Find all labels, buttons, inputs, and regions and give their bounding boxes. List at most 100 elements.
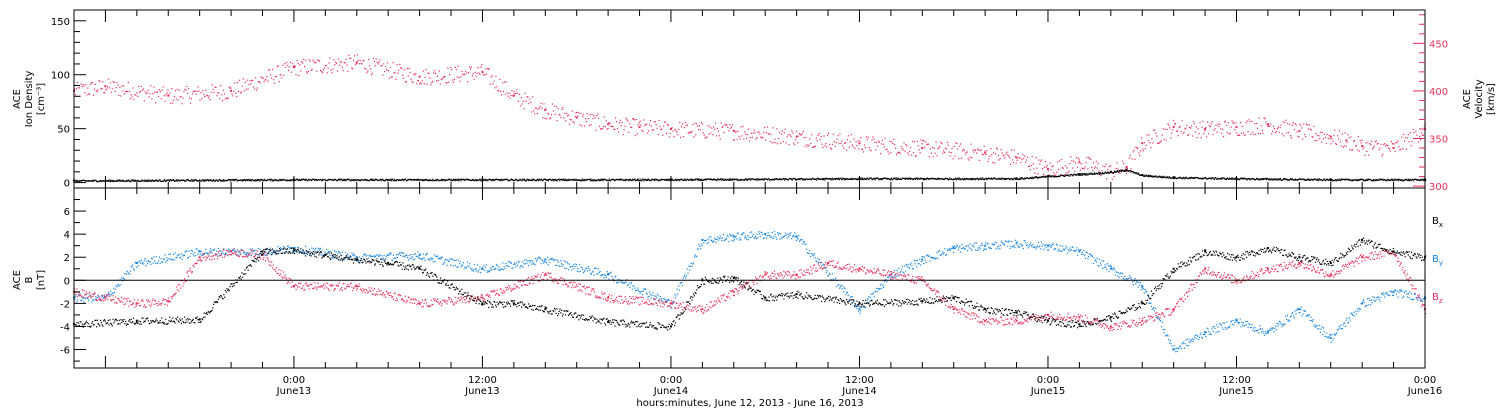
by-series-dot xyxy=(513,263,515,266)
density-series-dot xyxy=(1201,177,1204,179)
by-series-dot xyxy=(254,253,256,255)
density-series-dot xyxy=(527,178,529,180)
velocity-series-dot xyxy=(249,80,251,82)
density-series-dot xyxy=(1044,176,1047,178)
by-series-dot xyxy=(843,287,845,289)
density-series-dot xyxy=(391,178,393,180)
velocity-series-dot xyxy=(368,58,370,61)
velocity-series-dot xyxy=(923,140,925,142)
velocity-series-dot xyxy=(354,64,357,66)
density-series-dot xyxy=(775,178,777,181)
density-series-dot xyxy=(185,180,187,182)
density-series-dot xyxy=(917,177,920,179)
by-series-dot xyxy=(454,260,456,262)
by-series-dot xyxy=(1039,245,1041,247)
velocity-series-dot xyxy=(472,72,474,75)
by-series-dot xyxy=(725,237,728,240)
velocity-series-dot xyxy=(946,141,949,144)
velocity-series-dot xyxy=(837,135,839,137)
by-series-dot xyxy=(767,232,769,234)
velocity-series-dot xyxy=(400,67,402,69)
velocity-series-dot xyxy=(207,97,210,99)
by-series-dot xyxy=(565,267,567,270)
density-series-dot xyxy=(757,178,759,180)
velocity-series-dot xyxy=(535,107,538,109)
density-series-dot xyxy=(1198,178,1200,180)
velocity-series-point xyxy=(355,61,358,64)
density-series-dot xyxy=(1193,177,1195,179)
velocity-series-dot xyxy=(192,91,194,93)
density-series-dot xyxy=(1323,178,1326,180)
by-series-dot xyxy=(207,253,209,255)
density-series-dot xyxy=(1100,172,1102,175)
density-series-dot xyxy=(1097,173,1099,175)
by-series-dot xyxy=(695,255,697,257)
velocity-series-dot xyxy=(241,85,243,87)
velocity-series-dot xyxy=(941,142,943,144)
density-series-dot xyxy=(733,178,735,181)
velocity-series-dot xyxy=(1006,151,1008,153)
by-series-dot xyxy=(1105,266,1107,268)
density-series-dot xyxy=(1262,178,1265,181)
velocity-series-dot xyxy=(1287,122,1289,124)
by-series-dot xyxy=(1015,242,1017,244)
by-series-dot xyxy=(787,236,790,238)
velocity-series-dot xyxy=(316,70,318,72)
velocity-series-dot xyxy=(1078,159,1080,161)
velocity-series-dot xyxy=(328,62,330,64)
by-series-dot xyxy=(614,276,616,278)
velocity-series-dot xyxy=(450,66,452,69)
density-series-dot xyxy=(1388,179,1390,181)
by-series-dot xyxy=(680,282,682,284)
by-series-dot xyxy=(1102,260,1105,262)
density-series-dot xyxy=(1114,171,1116,173)
by-series-dot xyxy=(126,270,128,272)
velocity-series-dot xyxy=(438,70,440,72)
density-series-dot xyxy=(1026,177,1028,179)
density-series-dot xyxy=(1365,179,1367,181)
density-series-dot xyxy=(926,177,928,179)
by-series-dot xyxy=(194,255,197,257)
velocity-series-dot xyxy=(515,92,517,95)
by-series-dot xyxy=(744,235,746,237)
density-series-dot xyxy=(968,178,971,180)
density-series-dot xyxy=(1268,179,1270,181)
by-series-dot xyxy=(883,280,886,282)
density-series-dot xyxy=(346,178,348,180)
by-series-dot xyxy=(127,272,129,274)
velocity-series-dot xyxy=(113,81,115,84)
by-series-dot xyxy=(923,262,925,265)
by-series-dot xyxy=(139,262,142,264)
velocity-series-dot xyxy=(578,112,580,114)
density-series-dot xyxy=(714,178,717,181)
velocity-series-dot xyxy=(997,154,999,157)
density-series-dot xyxy=(694,178,696,180)
velocity-series-dot xyxy=(428,72,430,75)
velocity-series-dot xyxy=(287,69,290,72)
density-series-dot xyxy=(219,179,221,181)
velocity-series-dot xyxy=(804,145,806,147)
velocity-series-dot xyxy=(417,79,419,82)
density-series-dot xyxy=(138,180,140,183)
density-series-dot xyxy=(835,178,837,180)
velocity-series-dot xyxy=(765,132,768,134)
by-series-dot xyxy=(722,237,724,239)
density-series-dot xyxy=(1143,175,1145,177)
velocity-series-dot xyxy=(394,71,396,74)
density-series-dot xyxy=(1156,176,1158,178)
by-series-dot xyxy=(705,239,707,242)
by-series-dot xyxy=(963,248,966,250)
density-series-dot xyxy=(986,178,988,181)
velocity-series-dot xyxy=(102,81,104,83)
density-series-dot xyxy=(348,178,350,181)
density-series-dot xyxy=(191,179,193,181)
by-series-dot xyxy=(870,293,872,295)
density-series-dot xyxy=(1029,177,1031,179)
density-series-dot xyxy=(1408,178,1410,181)
density-series-dot xyxy=(122,179,124,181)
by-series-dot xyxy=(81,299,83,301)
velocity-series-dot xyxy=(315,62,317,64)
density-series-dot xyxy=(325,179,328,182)
by-series-dot xyxy=(691,266,693,268)
by-series-dot xyxy=(663,298,665,300)
